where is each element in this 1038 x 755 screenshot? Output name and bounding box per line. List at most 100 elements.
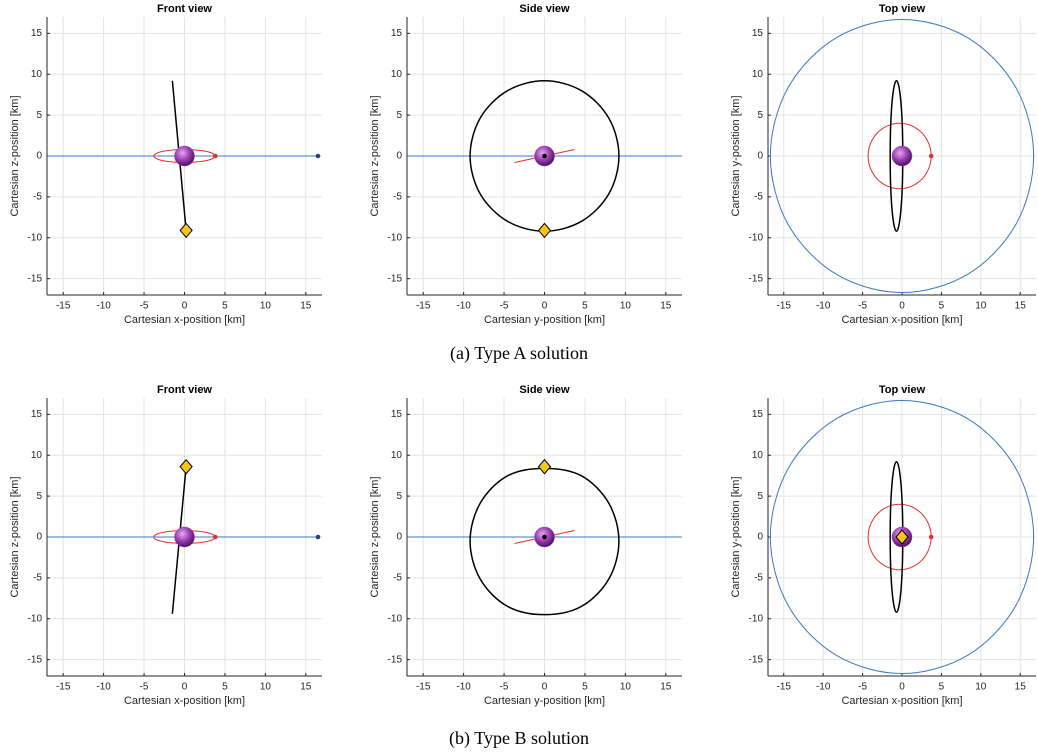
y-axis-label: Cartesian y-position [km] — [730, 476, 742, 597]
x-tick-label: 0 — [899, 301, 905, 312]
panel: Side view -15 -10 -5 0 5 10 15 -15 -10 -5 0 5 10 15 Car… — [369, 3, 682, 326]
x-tick-label: 5 — [222, 301, 228, 312]
panel: Top view -15 -10 -5 0 5 10 15 -15 -10 -5 0 5 10 15 Cart… — [730, 384, 1036, 707]
x-tick-label: 10 — [260, 682, 272, 693]
x-tick-label: -5 — [140, 301, 149, 312]
y-tick-label: 10 — [31, 69, 43, 80]
x-axis-label: Cartesian x-position [km] — [841, 314, 962, 326]
trajectory — [469, 80, 620, 232]
panel: Front view -15 -10 -5 0 5 10 15 -15 -10 -5 0 5 10 15 Ca… — [9, 3, 322, 326]
x-tick-label: 15 — [1015, 301, 1027, 312]
x-tick-label: 10 — [620, 682, 632, 693]
x-tick-label: -15 — [416, 682, 431, 693]
y-tick-label: 15 — [31, 28, 43, 39]
diamond-marker — [895, 529, 909, 545]
point-marker — [542, 153, 547, 159]
trajectory — [153, 148, 216, 164]
y-tick-label: -10 — [388, 232, 403, 243]
y-tick-label: 5 — [36, 110, 42, 121]
y-tick-label: -5 — [33, 192, 42, 203]
y-tick-label: 0 — [396, 532, 402, 543]
y-tick-label: 10 — [752, 450, 764, 461]
y-tick-label: -5 — [393, 573, 402, 584]
point-marker — [928, 534, 934, 540]
x-axis-label: Cartesian y-position [km] — [484, 314, 605, 326]
x-tick-label: 10 — [260, 301, 272, 312]
y-tick-label: -10 — [388, 613, 403, 624]
y-tick-label: 0 — [757, 151, 763, 162]
x-tick-label: 10 — [975, 301, 987, 312]
panel: Front view -15 -10 -5 0 5 10 15 -15 -10 -5 0 5 10 15 Ca… — [9, 384, 322, 707]
trajectory — [867, 503, 932, 571]
panel-title: Top view — [879, 384, 926, 396]
y-tick-label: 10 — [391, 69, 403, 80]
x-tick-label: -10 — [816, 301, 831, 312]
x-tick-label: -15 — [56, 301, 71, 312]
y-tick-label: -10 — [749, 232, 764, 243]
y-tick-label: 5 — [757, 491, 763, 502]
x-tick-label: 0 — [182, 682, 188, 693]
trajectory — [769, 18, 1035, 294]
y-tick-label: 0 — [36, 151, 42, 162]
y-axis-label: Cartesian z-position [km] — [9, 476, 21, 597]
diamond-marker — [179, 222, 193, 239]
y-tick-label: 0 — [757, 532, 763, 543]
diamond-marker — [537, 222, 552, 239]
x-tick-label: 15 — [1015, 682, 1027, 693]
y-tick-label: 5 — [396, 491, 402, 502]
x-axis-label: Cartesian x-position [km] — [124, 314, 245, 326]
body-sphere — [174, 526, 195, 548]
panel-title: Top view — [879, 3, 926, 15]
y-tick-label: -15 — [749, 273, 764, 284]
y-tick-label: -10 — [28, 613, 43, 624]
x-tick-label: -5 — [140, 682, 149, 693]
x-tick-label: 15 — [300, 301, 312, 312]
y-tick-label: 15 — [752, 28, 764, 39]
y-tick-label: 10 — [31, 450, 43, 461]
x-axis-label: Cartesian x-position [km] — [124, 695, 245, 707]
panel-title: Side view — [519, 384, 570, 396]
y-axis-label: Cartesian y-position [km] — [730, 95, 742, 216]
caption: (a) Type A solution — [450, 343, 588, 364]
trajectory — [469, 467, 620, 616]
point-marker — [315, 153, 321, 159]
x-tick-label: 15 — [660, 682, 672, 693]
y-tick-label: -5 — [33, 573, 42, 584]
trajectory — [769, 399, 1035, 675]
panel-title: Side view — [519, 3, 570, 15]
x-tick-label: 15 — [660, 301, 672, 312]
y-tick-label: -15 — [28, 654, 43, 665]
point-marker — [315, 534, 321, 540]
point-marker — [212, 534, 218, 540]
y-axis-label: Cartesian z-position [km] — [369, 476, 381, 597]
x-tick-label: 10 — [975, 682, 987, 693]
plot-area — [407, 80, 682, 239]
x-tick-label: -15 — [777, 682, 792, 693]
x-tick-label: -10 — [96, 682, 111, 693]
body-sphere — [174, 145, 195, 167]
y-tick-label: 0 — [36, 532, 42, 543]
point-marker — [928, 153, 934, 159]
caption: (b) Type B solution — [449, 728, 589, 749]
panel: Top view -15 -10 -5 0 5 10 15 -15 -10 -5 0 5 10 15 Cart… — [730, 3, 1036, 326]
x-tick-label: -10 — [456, 682, 471, 693]
y-tick-label: 15 — [752, 409, 764, 420]
x-tick-label: 15 — [300, 682, 312, 693]
x-tick-label: -5 — [858, 301, 867, 312]
x-tick-label: 0 — [542, 682, 548, 693]
plot-area — [47, 80, 321, 239]
x-tick-label: 0 — [899, 682, 905, 693]
y-tick-label: -5 — [754, 573, 763, 584]
y-tick-label: -5 — [393, 192, 402, 203]
panel-title: Front view — [157, 3, 212, 15]
y-tick-label: -15 — [749, 654, 764, 665]
x-tick-label: -15 — [416, 301, 431, 312]
trajectory — [867, 122, 932, 190]
y-axis-label: Cartesian z-position [km] — [9, 95, 21, 216]
x-tick-label: 5 — [582, 682, 588, 693]
y-axis-label: Cartesian z-position [km] — [369, 95, 381, 216]
plot-area — [769, 18, 1035, 294]
x-tick-label: -5 — [858, 682, 867, 693]
trajectory — [889, 80, 904, 232]
